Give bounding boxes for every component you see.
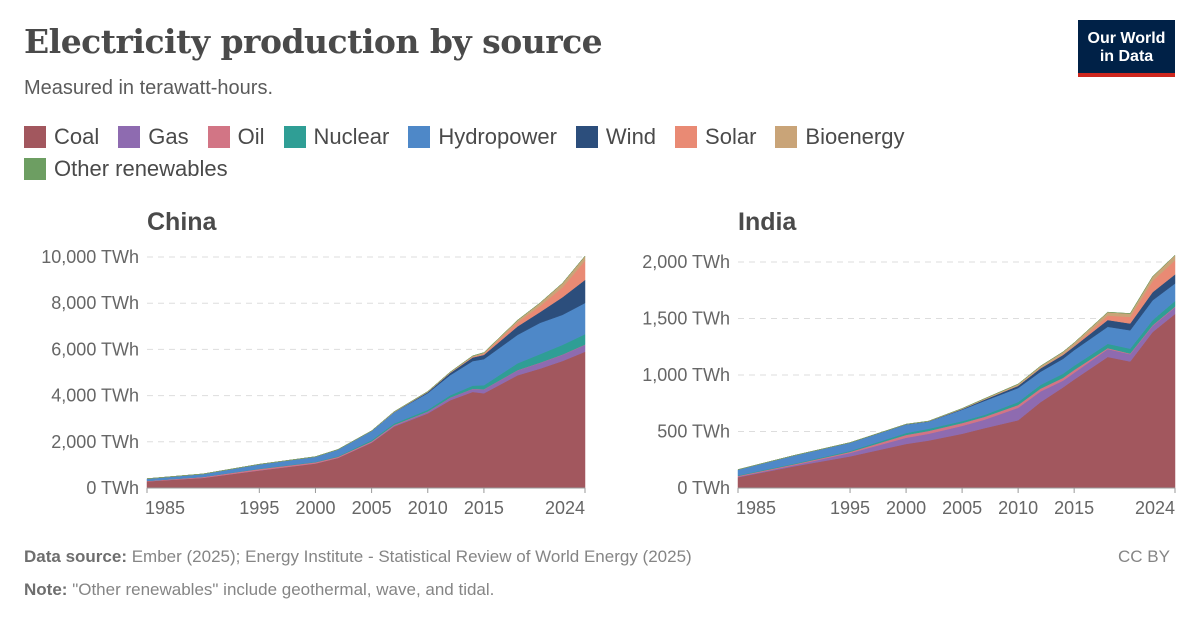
- x-tick-label: 2010: [408, 498, 448, 518]
- legend-swatch: [283, 126, 306, 148]
- panel-title: China: [147, 208, 218, 236]
- note: Note: "Other renewables" include geother…: [24, 580, 494, 600]
- data-source: Data source: Ember (2025); Energy Instit…: [24, 547, 692, 567]
- y-tick-label: 4,000 TWh: [51, 386, 139, 406]
- legend-item-bioenergy[interactable]: Bioenergy: [775, 124, 904, 150]
- legend-swatch: [24, 158, 46, 180]
- legend-label: Nuclear: [313, 124, 390, 149]
- x-tick-label: 1995: [830, 498, 870, 518]
- legend-label: Oil: [237, 124, 265, 149]
- x-tick-label: 2005: [942, 498, 982, 518]
- y-tick-label: 1,500 TWh: [642, 309, 730, 329]
- chart-title: Electricity production by source: [24, 22, 603, 61]
- owid-logo[interactable]: Our World in Data: [1078, 20, 1175, 77]
- legend-swatch: [775, 126, 798, 148]
- legend-item-other-renewables[interactable]: Other renewables: [24, 156, 228, 182]
- legend-item-gas[interactable]: Gas: [118, 124, 189, 150]
- y-tick-label: 10,000 TWh: [41, 247, 139, 267]
- chart-india: India 0 TWh 500 TWh 1,000 TWh 1,500 TWh 2,000…: [642, 208, 1176, 518]
- legend-label: Gas: [148, 124, 189, 149]
- y-tick-label: 0 TWh: [677, 478, 730, 498]
- y-tick-label: 6,000 TWh: [51, 339, 139, 359]
- x-tick-label: 1985: [736, 498, 776, 518]
- legend-swatch: [575, 126, 598, 148]
- y-tick-label: 0 TWh: [86, 478, 139, 498]
- legend-label: Solar: [705, 124, 757, 149]
- legend-swatch: [24, 126, 46, 148]
- legend-label: Bioenergy: [805, 124, 905, 149]
- y-tick-label: 8,000 TWh: [51, 293, 139, 313]
- x-tick-label: 2024: [1135, 498, 1175, 518]
- x-tick-label: 2000: [295, 498, 335, 518]
- y-tick-label: 1,000 TWh: [642, 365, 730, 385]
- legend-swatch: [207, 126, 230, 148]
- legend-label: Hydropower: [438, 124, 557, 149]
- legend-label: Other renewables: [54, 156, 228, 181]
- area-other-renewables[interactable]: [737, 255, 1176, 470]
- legend-item-oil[interactable]: Oil: [207, 124, 265, 150]
- source-label: Data source:: [24, 547, 127, 566]
- x-tick-label: 2015: [464, 498, 504, 518]
- x-tick-label: 2015: [1054, 498, 1094, 518]
- legend-item-hydropower[interactable]: Hydropower: [408, 124, 557, 150]
- x-tick-label: 2005: [352, 498, 392, 518]
- note-label: Note:: [24, 580, 68, 599]
- legend-item-coal[interactable]: Coal: [24, 124, 99, 150]
- legend-item-wind[interactable]: Wind: [575, 124, 657, 150]
- x-tick-label: 2010: [998, 498, 1038, 518]
- legend: Coal Gas Oil Nuclear Hydropower Wind Solar Bioe…: [24, 124, 1024, 182]
- source-text[interactable]: Ember (2025); Energy Institute - Statist…: [131, 547, 692, 566]
- x-tick-label: 2024: [545, 498, 585, 518]
- x-tick-label: 1985: [145, 498, 185, 518]
- y-tick-label: 2,000 TWh: [51, 432, 139, 452]
- legend-item-nuclear[interactable]: Nuclear: [283, 124, 390, 150]
- area-other-renewables[interactable]: [146, 255, 586, 479]
- legend-swatch: [675, 126, 698, 148]
- note-text: "Other renewables" include geothermal, w…: [72, 580, 495, 599]
- legend-item-solar[interactable]: Solar: [675, 124, 756, 150]
- y-tick-label: 500 TWh: [657, 422, 730, 442]
- x-tick-label: 2000: [886, 498, 926, 518]
- legend-swatch: [118, 126, 141, 148]
- license[interactable]: CC BY: [1118, 547, 1170, 566]
- y-tick-label: 2,000 TWh: [642, 252, 730, 272]
- legend-swatch: [408, 126, 431, 148]
- panel-title: India: [738, 208, 797, 236]
- legend-label: Coal: [54, 124, 100, 149]
- chart-china: China 0 TWh 2,000 TWh 4,000 TWh 6,000 TWh 8,0…: [41, 208, 586, 518]
- x-tick-label: 1995: [239, 498, 279, 518]
- legend-label: Wind: [605, 124, 657, 149]
- chart-subtitle: Measured in terawatt-hours.: [24, 77, 274, 99]
